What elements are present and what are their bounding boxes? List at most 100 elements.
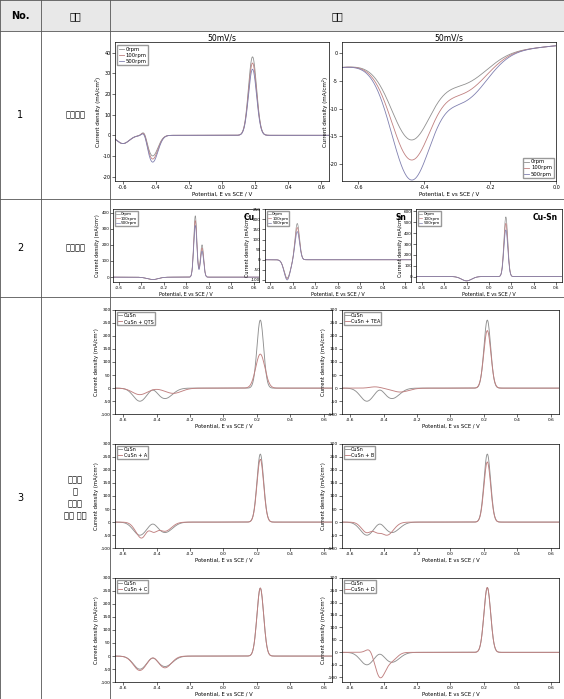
- CuSn + B: [503, 518, 510, 526]
- CuSn: [276, 518, 283, 526]
- X-axis label: Potential, E vs SCE / V: Potential, E vs SCE / V: [195, 558, 252, 563]
- CuSn: [276, 384, 283, 392]
- CuSn: [556, 518, 563, 526]
- 100rpm: [359, 256, 366, 264]
- 100rpm: [284, 275, 290, 283]
- Line: 100rpm: 100rpm: [114, 63, 329, 159]
- 0rpm: [261, 256, 268, 264]
- Line: CuSn + A: CuSn + A: [114, 459, 332, 538]
- 100rpm: [288, 265, 294, 273]
- Y-axis label: Current density (mA/cm²): Current density (mA/cm²): [321, 328, 327, 396]
- Line: CuSn: CuSn: [114, 588, 332, 669]
- Line: 100rpm: 100rpm: [113, 221, 259, 280]
- 100rpm: [249, 59, 256, 67]
- CuSn: [363, 531, 370, 540]
- 0rpm: [553, 41, 559, 50]
- 500rpm: [474, 87, 481, 96]
- 100rpm: [499, 262, 506, 271]
- 100rpm: [238, 129, 245, 138]
- CuSn: [329, 652, 336, 661]
- CuSn: [363, 661, 370, 669]
- 0rpm: [408, 136, 415, 144]
- Legend: CuSn, CuSn + TEA: CuSn, CuSn + TEA: [344, 312, 381, 325]
- 100rpm: [463, 277, 470, 285]
- 500rpm: [510, 273, 517, 281]
- CuSn + TEA: [377, 383, 384, 391]
- CuSn: [210, 384, 217, 392]
- 500rpm: [148, 275, 155, 284]
- 0rpm: [176, 273, 183, 281]
- 100rpm: [176, 273, 183, 281]
- CuSn: [257, 450, 264, 459]
- Legend: CuSn, CuSn + C: CuSn, CuSn + C: [117, 580, 148, 593]
- CuSn + B: [437, 518, 444, 526]
- 0rpm: [274, 131, 280, 140]
- 500rpm: [294, 227, 301, 236]
- 0rpm: [424, 117, 430, 126]
- CuSn: [240, 384, 246, 392]
- X-axis label: Potential, E vs SCE / V: Potential, E vs SCE / V: [195, 692, 252, 697]
- CuSn: [257, 316, 264, 324]
- 0rpm: [238, 129, 245, 138]
- CuSn + C: [136, 666, 143, 675]
- CuSn + D: [395, 652, 402, 661]
- CuSn + A: [111, 518, 118, 526]
- CuSn: [276, 652, 283, 661]
- 500rpm: [149, 158, 156, 166]
- 100rpm: [149, 155, 156, 164]
- Y-axis label: Current density (mA/cm²): Current density (mA/cm²): [94, 462, 99, 530]
- CuSn: [338, 518, 345, 526]
- 500rpm: [408, 176, 415, 185]
- Line: CuSn + TEA: CuSn + TEA: [342, 331, 559, 392]
- 100rpm: [110, 273, 117, 281]
- 500rpm: [503, 226, 509, 234]
- Line: CuSn: CuSn: [114, 454, 332, 535]
- CuSn + TEA: [484, 326, 491, 335]
- CuSn: [338, 648, 345, 656]
- CuSn: [377, 386, 384, 394]
- 0rpm: [288, 264, 294, 273]
- 500rpm: [111, 135, 118, 143]
- 100rpm: [413, 273, 420, 281]
- CuSn: [168, 391, 174, 400]
- CuSn + QTS: [111, 384, 118, 392]
- 0rpm: [111, 135, 118, 143]
- CuSn: [111, 518, 118, 526]
- CuSn + QTS: [168, 389, 174, 397]
- 500rpm: [249, 65, 256, 73]
- 100rpm: [408, 156, 415, 164]
- CuSn: [437, 384, 444, 392]
- 500rpm: [149, 158, 156, 166]
- 0rpm: [208, 273, 215, 281]
- 0rpm: [328, 256, 334, 264]
- 100rpm: [209, 131, 215, 140]
- 500rpm: [479, 273, 486, 281]
- Y-axis label: Current density (mA/cm²): Current density (mA/cm²): [95, 76, 101, 147]
- CuSn + C: [210, 652, 217, 661]
- CuSn + A: [210, 518, 217, 526]
- CuSn + D: [467, 648, 474, 656]
- 100rpm: [479, 273, 486, 281]
- 100rpm: [338, 63, 345, 71]
- 0rpm: [149, 275, 156, 284]
- 0rpm: [413, 273, 420, 281]
- CuSn + QTS: [240, 384, 246, 392]
- CuSn: [484, 317, 491, 325]
- 500rpm: [326, 131, 333, 140]
- 0rpm: [196, 259, 203, 268]
- 100rpm: [558, 273, 564, 281]
- CuSn + A: [168, 524, 174, 532]
- CuSn + D: [484, 584, 491, 592]
- Legend: CuSn, CuSn + D: CuSn, CuSn + D: [344, 580, 376, 593]
- CuSn: [257, 584, 264, 592]
- 500rpm: [359, 256, 366, 264]
- CuSn + D: [437, 648, 444, 656]
- 500rpm: [338, 64, 345, 72]
- Text: Cu: Cu: [244, 213, 255, 222]
- CuSn: [240, 518, 246, 526]
- X-axis label: Potential, E vs SCE / V: Potential, E vs SCE / V: [160, 291, 213, 296]
- CuSn: [136, 665, 143, 673]
- CuSn + TEA: [338, 384, 345, 392]
- CuSn: [467, 648, 474, 656]
- 500rpm: [424, 150, 430, 158]
